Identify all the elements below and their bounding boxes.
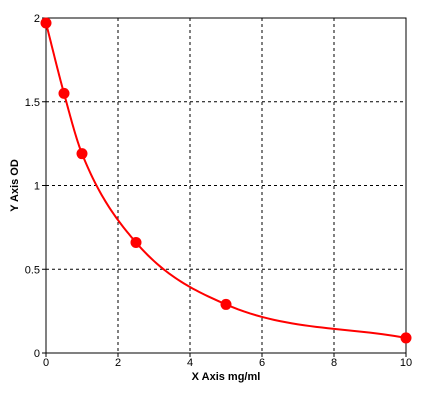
- y-tick-label: 0: [34, 348, 40, 360]
- y-axis: 0 0.5 1 1.5 2: [25, 13, 46, 360]
- data-point: [220, 298, 232, 310]
- fit-curve: [45, 22, 407, 339]
- x-tick-label: 8: [331, 357, 337, 369]
- y-tick-label: 1.5: [25, 97, 40, 109]
- x-axis-label: X Axis mg/ml: [192, 371, 261, 383]
- data-point: [400, 332, 412, 344]
- x-tick-label: 0: [43, 357, 49, 369]
- data-point: [58, 87, 70, 99]
- y-axis-label: Y Axis OD: [9, 159, 21, 212]
- x-tick-label: 2: [115, 357, 121, 369]
- data-point: [76, 148, 88, 160]
- x-tick-label: 6: [259, 357, 265, 369]
- x-tick-label: 4: [187, 357, 193, 369]
- data-point: [130, 236, 142, 248]
- data-point: [40, 17, 52, 29]
- data-points: [40, 17, 412, 344]
- grid-lines: [46, 18, 406, 353]
- y-tick-label: 0.5: [25, 264, 40, 276]
- x-tick-label: 10: [400, 357, 412, 369]
- y-tick-label: 2: [34, 13, 40, 25]
- y-tick-label: 1: [34, 181, 40, 193]
- x-axis: 0 2 4 6 8 10: [43, 353, 412, 369]
